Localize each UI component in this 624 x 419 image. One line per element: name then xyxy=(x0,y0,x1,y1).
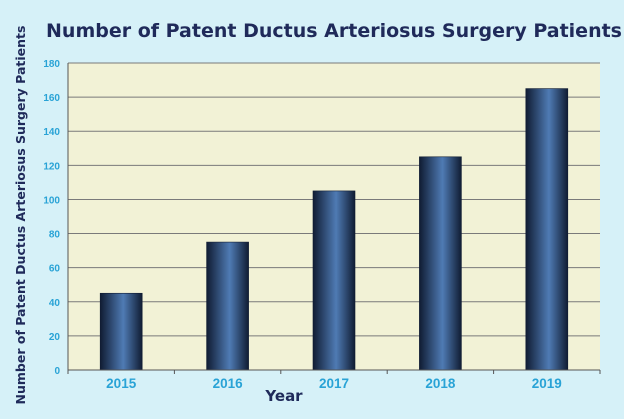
bar-2016 xyxy=(206,241,249,371)
x-tick-label: 2015 xyxy=(106,376,137,391)
y-tick-label: 0 xyxy=(54,366,60,377)
axes xyxy=(67,63,601,374)
x-tick-label: 2016 xyxy=(213,376,244,391)
x-axis-label: Year xyxy=(264,387,303,405)
y-tick-label: 40 xyxy=(49,298,61,309)
bar-2015 xyxy=(99,292,143,371)
y-tick-label: 120 xyxy=(43,161,60,172)
y-tick-label: 160 xyxy=(43,93,60,104)
y-tick-label: 180 xyxy=(43,59,60,70)
y-tick-label: 80 xyxy=(49,230,61,241)
y-tick-label: 60 xyxy=(49,264,61,275)
x-tick-label: 2018 xyxy=(425,376,456,391)
x-tick-label: 2019 xyxy=(532,376,562,391)
y-tick-labels: 0 20 40 60 80 100 120 140 160 180 xyxy=(43,59,60,377)
bar-2019 xyxy=(525,88,569,371)
y-axis-label: Number of Patent Ductus Arteriosus Surge… xyxy=(13,26,28,405)
x-tick-label: 2017 xyxy=(319,376,349,391)
y-tick-label: 140 xyxy=(43,127,60,138)
bar-2017 xyxy=(312,190,356,371)
x-tick-labels: 2015 2016 2017 2018 2019 xyxy=(106,376,562,391)
bars xyxy=(99,88,569,371)
y-tick-label: 20 xyxy=(49,332,61,343)
chart-title: Number of Patent Ductus Arteriosus Surge… xyxy=(46,20,622,42)
y-tick-label: 100 xyxy=(43,195,60,206)
bar-2018 xyxy=(419,156,462,371)
